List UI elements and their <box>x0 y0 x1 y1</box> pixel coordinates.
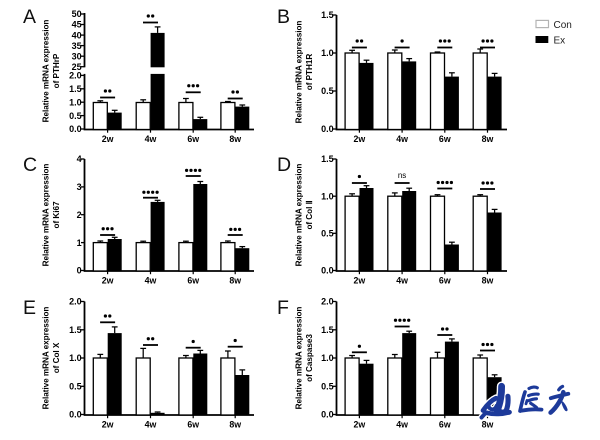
svg-text:0.0: 0.0 <box>321 266 334 276</box>
svg-text:0.5: 0.5 <box>321 382 334 392</box>
svg-text:0: 0 <box>77 266 82 276</box>
svg-text:1.0: 1.0 <box>321 48 334 58</box>
svg-text:6w: 6w <box>439 276 451 286</box>
svg-text:Relative mRNA expression: Relative mRNA expression <box>42 307 51 410</box>
svg-text:8w: 8w <box>229 276 241 286</box>
svg-text:of PTHrP: of PTHrP <box>52 53 61 88</box>
svg-text:25: 25 <box>72 62 82 72</box>
svg-text:4w: 4w <box>145 276 157 286</box>
svg-text:45: 45 <box>72 20 82 30</box>
svg-text:4w: 4w <box>145 420 157 430</box>
svg-text:0.5: 0.5 <box>321 229 334 239</box>
svg-text:Relative mRNA expression: Relative mRNA expression <box>295 307 304 410</box>
svg-text:Relative mRNA expression: Relative mRNA expression <box>295 21 304 124</box>
svg-text:6w: 6w <box>187 420 199 430</box>
svg-text:D: D <box>277 154 291 176</box>
svg-text:40: 40 <box>72 30 82 40</box>
svg-text:30: 30 <box>72 51 82 61</box>
svg-text:2.0: 2.0 <box>69 71 82 81</box>
svg-text:1.5: 1.5 <box>69 325 82 335</box>
svg-text:2w: 2w <box>102 134 114 144</box>
svg-text:6w: 6w <box>439 420 451 430</box>
svg-text:2: 2 <box>77 210 82 220</box>
svg-text:6w: 6w <box>187 276 199 286</box>
svg-text:E: E <box>23 297 36 319</box>
svg-text:50: 50 <box>72 9 82 19</box>
svg-text:1.0: 1.0 <box>69 353 82 363</box>
svg-text:2w: 2w <box>102 420 114 430</box>
svg-text:35: 35 <box>72 41 82 51</box>
svg-text:1.5: 1.5 <box>321 154 334 164</box>
svg-text:0.0: 0.0 <box>321 410 334 420</box>
svg-text:Relative mRNA expression: Relative mRNA expression <box>295 164 304 267</box>
svg-text:1.0: 1.0 <box>69 97 82 107</box>
svg-text:8w: 8w <box>229 134 241 144</box>
svg-text:of Ki67: of Ki67 <box>52 201 61 228</box>
svg-text:6w: 6w <box>187 134 199 144</box>
svg-text:A: A <box>23 6 36 28</box>
svg-text:4w: 4w <box>396 420 408 430</box>
svg-text:F: F <box>277 297 289 319</box>
svg-text:Ex: Ex <box>554 36 566 47</box>
svg-text:2w: 2w <box>354 134 366 144</box>
svg-text:ns: ns <box>398 171 406 180</box>
svg-text:3: 3 <box>77 182 82 192</box>
svg-text:1.5: 1.5 <box>69 84 82 94</box>
svg-text:1.5: 1.5 <box>321 10 334 20</box>
svg-text:0.0: 0.0 <box>321 124 334 134</box>
svg-text:1.0: 1.0 <box>321 191 334 201</box>
svg-text:2.0: 2.0 <box>69 297 82 307</box>
svg-text:8w: 8w <box>482 420 494 430</box>
svg-text:4w: 4w <box>396 276 408 286</box>
svg-text:Relative mRNA expression: Relative mRNA expression <box>42 164 51 267</box>
svg-text:8w: 8w <box>482 276 494 286</box>
svg-text:4: 4 <box>77 154 82 164</box>
svg-text:B: B <box>277 6 290 28</box>
svg-text:2.0: 2.0 <box>321 297 334 307</box>
svg-text:of PTH1R: of PTH1R <box>305 54 314 91</box>
svg-text:2w: 2w <box>354 276 366 286</box>
svg-text:1.5: 1.5 <box>321 325 334 335</box>
svg-text:0.5: 0.5 <box>69 382 82 392</box>
svg-text:of Col Ⅱ: of Col Ⅱ <box>305 200 314 229</box>
svg-text:0.5: 0.5 <box>321 86 334 96</box>
svg-text:C: C <box>23 154 37 176</box>
svg-text:6w: 6w <box>439 134 451 144</box>
svg-text:Con: Con <box>554 20 572 31</box>
svg-text:8w: 8w <box>482 134 494 144</box>
svg-text:2w: 2w <box>354 420 366 430</box>
svg-text:1: 1 <box>77 238 82 248</box>
svg-text:0.5: 0.5 <box>69 111 82 121</box>
svg-text:1.0: 1.0 <box>321 353 334 363</box>
svg-text:4w: 4w <box>145 134 157 144</box>
svg-text:0.0: 0.0 <box>69 410 82 420</box>
svg-text:8w: 8w <box>229 420 241 430</box>
svg-text:Relative mRNA expression: Relative mRNA expression <box>42 20 51 123</box>
svg-text:4w: 4w <box>396 134 408 144</box>
svg-text:of Caspase3: of Caspase3 <box>305 334 314 382</box>
svg-text:of Col X: of Col X <box>52 342 61 373</box>
svg-text:2w: 2w <box>102 276 114 286</box>
svg-text:0.0: 0.0 <box>69 124 82 134</box>
